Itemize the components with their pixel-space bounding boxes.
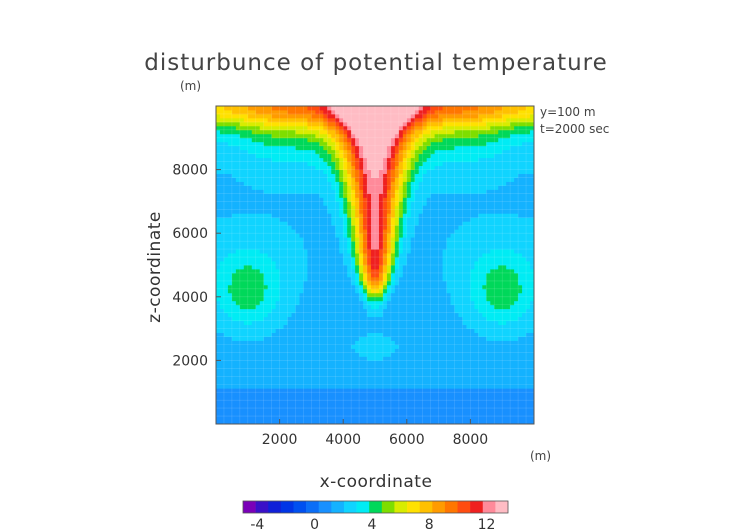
colorbar-tick-label: 12 [478,517,496,532]
y-tick-label: 4000 [172,290,208,306]
y-tick-label: 2000 [172,353,208,369]
colorbar-swatch [343,501,357,513]
colorbar-swatch [394,501,408,513]
colorbar-frame [242,500,509,514]
colorbar-swatch [495,501,509,513]
annotation-y: y=100 m [540,105,596,119]
colorbar-tick-label: 8 [425,517,434,532]
colorbar-swatch [280,501,294,513]
y-tick-label: 8000 [172,163,208,179]
colorbar-swatch [268,501,282,513]
colorbar-swatch [331,501,345,513]
title-unit: (m) [180,79,201,93]
colorbar [242,500,509,514]
colorbar-swatch [457,501,471,513]
plot-frame [215,105,535,425]
x-tick-label: 2000 [262,432,298,448]
colorbar-ticks: -4 0 4 8 12 [250,517,495,532]
colorbar-swatch [306,501,320,513]
colorbar-swatch [293,501,307,513]
grid [216,106,534,424]
annotation-t: t=2000 sec [540,122,609,136]
x-tick-label: 6000 [389,432,425,448]
x-axis-label: x-coordinate [320,472,433,492]
colorbar-swatch [243,501,256,513]
colorbar-swatch [407,501,420,513]
colorbar-tick-label: -4 [250,517,264,532]
colorbar-swatch [432,501,446,513]
chart-title: disturbunce of potential temperature [144,50,608,76]
heatmap-field [216,106,534,424]
colorbar-swatch [255,501,269,513]
colorbar-tick-label: 4 [367,517,376,532]
x-tick-label: 8000 [453,432,489,448]
colorbar-swatch [419,501,433,513]
colorbar-swatch [381,501,395,513]
colorbar-swatch [470,501,484,513]
colorbar-swatch [318,501,332,513]
x-unit: (m) [530,449,551,463]
colorbar-swatch [482,501,496,513]
colorbar-swatch [444,501,458,513]
colorbar-swatch [356,501,370,513]
x-tick-label: 4000 [325,432,361,448]
y-axis-ticks: 2000 4000 6000 8000 [172,163,221,369]
colorbar-tick-label: 0 [310,517,319,532]
y-axis-label: z-coordinate [145,211,165,323]
colorbar-swatch [369,501,383,513]
x-axis-ticks: 2000 4000 6000 8000 [262,419,488,448]
y-tick-label: 6000 [172,226,208,242]
